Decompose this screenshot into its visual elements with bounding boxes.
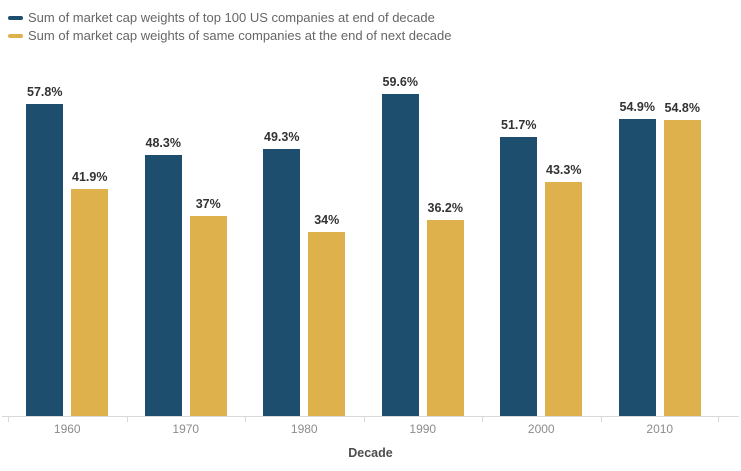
barwrap-1990-series1: 59.6% (381, 70, 419, 416)
barwrap-2000-series2: 43.3% (545, 70, 583, 416)
x-axis-tick (718, 416, 719, 422)
data-label-1960-series1: 57.8% (27, 84, 63, 99)
barwrap-1980-series2: 34% (308, 70, 346, 416)
x-axis-tick (482, 416, 483, 422)
x-tick-label-1970: 1970 (172, 422, 200, 436)
data-label-2000-series2: 43.3% (546, 162, 582, 177)
legend-item-end-of-decade: Sum of market cap weights of top 100 US … (8, 9, 451, 26)
bar-2000-series1 (500, 136, 538, 416)
x-axis-tick (363, 416, 365, 422)
data-label-2010-series2: 54.8% (664, 100, 700, 115)
barwrap-1980-series1: 49.3% (263, 70, 301, 416)
bar-group-1980: 49.3% 34% (245, 70, 364, 416)
barwrap-2010-series1: 54.9% (618, 70, 656, 416)
x-tick-label-1980: 1980 (290, 422, 318, 436)
data-label-1980-series2: 34% (314, 213, 340, 228)
x-axis-title: Decade (348, 446, 393, 460)
legend-label-series2: Sum of market cap weights of same compan… (28, 28, 452, 43)
x-axis-tick (8, 416, 9, 422)
bar-1990-series2 (426, 220, 464, 416)
bar-2010-series1 (618, 119, 656, 416)
series2-swatch-icon (8, 33, 23, 38)
x-tick-label-1990: 1990 (409, 422, 437, 436)
x-tick-label-2000: 2000 (527, 422, 555, 436)
plot-area: 57.8% 41.9% 48.3% 37% 49.3% 34% 59.6% 36.2% 51.7… (8, 70, 719, 416)
data-label-2010-series1: 54.9% (619, 100, 655, 115)
barwrap-1960-series1: 57.8% (26, 70, 64, 416)
chart-legend: Sum of market cap weights of top 100 US … (8, 9, 451, 45)
data-label-1960-series2: 41.9% (72, 170, 108, 185)
bar-group-2000: 51.7% 43.3% (482, 70, 601, 416)
legend-label-series1: Sum of market cap weights of top 100 US … (28, 10, 435, 25)
bar-1970-series1 (144, 154, 182, 416)
bar-1990-series1 (381, 93, 419, 416)
barwrap-1990-series2: 36.2% (426, 70, 464, 416)
series1-swatch-icon (8, 15, 23, 20)
barwrap-1970-series2: 37% (189, 70, 227, 416)
legend-item-next-decade: Sum of market cap weights of same compan… (8, 27, 451, 44)
bar-2010-series2 (663, 119, 701, 416)
bar-1980-series1 (263, 149, 301, 416)
bar-1970-series2 (189, 215, 227, 416)
bar-1960-series1 (26, 103, 64, 416)
barwrap-1970-series1: 48.3% (144, 70, 182, 416)
x-tick-label-2010: 2010 (646, 422, 674, 436)
x-axis-tick (600, 416, 602, 422)
data-label-1970-series2: 37% (195, 196, 221, 211)
data-label-1980-series1: 49.3% (264, 130, 300, 145)
data-label-1990-series2: 36.2% (427, 201, 463, 216)
bar-1960-series2 (71, 189, 109, 416)
data-label-1990-series1: 59.6% (382, 74, 418, 89)
bar-2000-series2 (545, 181, 583, 416)
x-axis-tick (126, 416, 128, 422)
x-axis-tick-labels: 1960 1970 1980 1990 2000 2010 (8, 422, 719, 436)
barwrap-1960-series2: 41.9% (71, 70, 109, 416)
barwrap-2000-series1: 51.7% (500, 70, 538, 416)
bar-1980-series2 (308, 232, 346, 416)
bar-group-1970: 48.3% 37% (127, 70, 246, 416)
barwrap-2010-series2: 54.8% (663, 70, 701, 416)
bar-group-1990: 59.6% 36.2% (364, 70, 483, 416)
bar-group-2010: 54.9% 54.8% (601, 70, 720, 416)
data-label-2000-series1: 51.7% (501, 117, 537, 132)
data-label-1970-series1: 48.3% (145, 135, 181, 150)
x-axis-line (2, 416, 739, 417)
bar-group-1960: 57.8% 41.9% (8, 70, 127, 416)
x-axis-tick (245, 416, 246, 422)
x-tick-label-1960: 1960 (53, 422, 81, 436)
